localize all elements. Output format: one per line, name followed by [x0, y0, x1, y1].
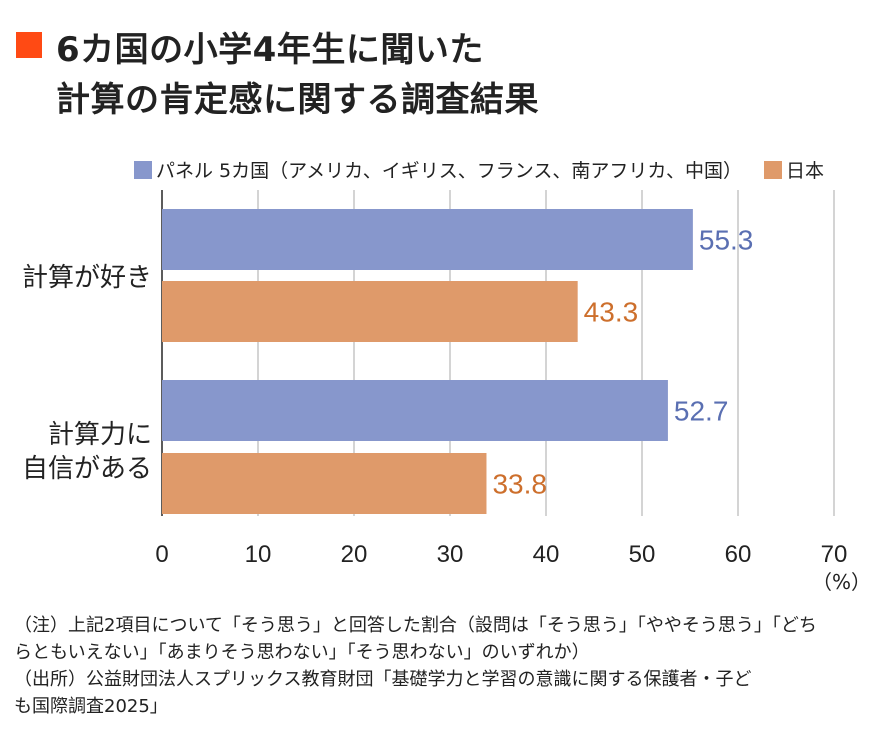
x-tick-label-70: 70: [821, 541, 848, 568]
category-label-confidence-line-1: 計算力に: [47, 420, 152, 450]
category-label-like-line-1: 計算が好き: [21, 263, 152, 293]
note-line-2: らともいえない」「あまりそう思わない」「そう思わない」のいずれか）: [14, 642, 590, 663]
chart-title-line-2: 計算の肯定感に関する調査結果: [56, 80, 539, 120]
bar-confidence-panel: [162, 380, 668, 441]
x-tick-label-60: 60: [725, 541, 752, 568]
value-label-like-japan: 43.3: [584, 297, 639, 328]
source-line-1: （出所）公益財団法人スプリックス教育財団「基礎学力と学習の意識に関する保護者・子…: [14, 669, 752, 690]
value-label-like-panel: 55.3: [699, 225, 754, 256]
x-tick-label-50: 50: [629, 541, 656, 568]
bar-confidence-japan: [162, 453, 487, 514]
source-line-2: も国際調査2025」: [14, 696, 168, 717]
note-line-1: （注）上記2項目について「そう思う」と回答した割合（設問は「そう思う」「ややそう…: [14, 615, 817, 636]
value-label-confidence-japan: 33.8: [492, 469, 546, 500]
chart-title-line-1: 6カ国の小学4年生に聞いた: [56, 30, 484, 70]
bar-chart: 55.3 43.3 52.7 33.8 0 10 20 30 40 50 60 70: [155, 190, 847, 568]
value-labels: 55.3 43.3 52.7 33.8: [492, 225, 753, 500]
x-tick-label-40: 40: [533, 541, 560, 568]
x-tick-label-30: 30: [437, 541, 464, 568]
bar-like-japan: [162, 281, 578, 342]
x-tick-label-10: 10: [245, 541, 272, 568]
category-label-confidence: 計算力に 自信がある: [22, 418, 152, 486]
legend-label-japan: 日本: [786, 160, 825, 182]
unit-label: （%）: [812, 570, 870, 594]
bars: [162, 209, 693, 514]
x-tick-label-20: 20: [341, 541, 368, 568]
legend: パネル 5カ国（アメリカ、イギリス、フランス、南アフリカ、中国） 日本: [134, 156, 824, 183]
notes: （注）上記2項目について「そう思う」と回答した割合（設問は「そう思う」「ややそう…: [14, 612, 860, 720]
legend-swatch-panel: [134, 160, 152, 179]
category-label-confidence-line-2: 自信がある: [21, 454, 152, 484]
title-marker: [16, 32, 42, 58]
x-tick-labels: 0 10 20 30 40 50 60 70: [155, 541, 847, 568]
legend-swatch-japan: [764, 160, 783, 179]
category-label-like: 計算が好き: [22, 261, 152, 295]
value-label-confidence-panel: 52.7: [674, 396, 729, 427]
legend-label-panel: パネル 5カ国（アメリカ、イギリス、フランス、南アフリカ、中国）: [156, 160, 743, 182]
x-tick-label-0: 0: [155, 541, 168, 568]
bar-like-panel: [162, 209, 693, 270]
